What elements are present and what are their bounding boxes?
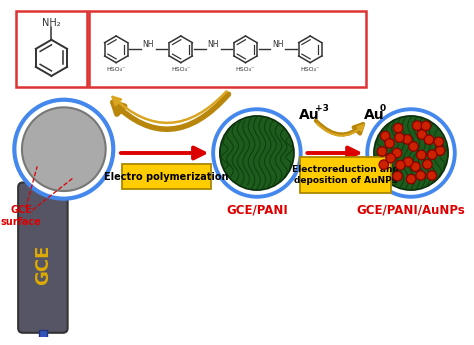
Circle shape bbox=[395, 133, 404, 142]
Text: Au: Au bbox=[364, 108, 384, 122]
Circle shape bbox=[367, 109, 455, 197]
Text: 0: 0 bbox=[380, 104, 386, 113]
Circle shape bbox=[385, 139, 394, 148]
Text: GCE/PANI/AuNPs: GCE/PANI/AuNPs bbox=[356, 204, 465, 217]
FancyBboxPatch shape bbox=[300, 157, 391, 193]
Circle shape bbox=[14, 100, 113, 199]
Text: HSO₄⁻: HSO₄⁻ bbox=[236, 67, 255, 72]
Text: +3: +3 bbox=[315, 104, 329, 113]
Circle shape bbox=[417, 130, 427, 139]
FancyBboxPatch shape bbox=[89, 11, 366, 87]
Circle shape bbox=[392, 171, 402, 181]
Circle shape bbox=[22, 107, 106, 191]
Text: NH₂: NH₂ bbox=[42, 18, 61, 28]
Circle shape bbox=[392, 148, 401, 158]
Bar bbox=[39, 330, 46, 345]
Circle shape bbox=[379, 160, 389, 169]
Circle shape bbox=[406, 174, 416, 184]
Circle shape bbox=[393, 123, 403, 133]
Circle shape bbox=[213, 109, 301, 197]
Text: NH: NH bbox=[208, 40, 219, 49]
Circle shape bbox=[381, 131, 390, 141]
Circle shape bbox=[416, 171, 426, 180]
Circle shape bbox=[434, 137, 444, 147]
Circle shape bbox=[220, 116, 294, 190]
Text: GCE/PANI: GCE/PANI bbox=[226, 204, 288, 217]
Circle shape bbox=[386, 154, 395, 163]
FancyBboxPatch shape bbox=[16, 11, 87, 87]
Circle shape bbox=[410, 162, 420, 171]
Circle shape bbox=[403, 157, 413, 167]
Circle shape bbox=[409, 142, 418, 151]
Circle shape bbox=[396, 160, 405, 170]
Text: HSO₄⁻: HSO₄⁻ bbox=[301, 67, 320, 72]
Text: Electro polymerization: Electro polymerization bbox=[104, 172, 229, 182]
Text: NH: NH bbox=[143, 40, 154, 49]
Circle shape bbox=[402, 135, 412, 144]
Circle shape bbox=[421, 121, 431, 131]
Circle shape bbox=[424, 135, 434, 145]
Circle shape bbox=[427, 171, 437, 180]
Circle shape bbox=[417, 150, 426, 160]
Circle shape bbox=[377, 147, 387, 156]
Text: NH: NH bbox=[272, 40, 283, 49]
FancyBboxPatch shape bbox=[122, 165, 211, 189]
Circle shape bbox=[435, 146, 445, 155]
Text: Electroreduction and
deposition of AuNPs: Electroreduction and deposition of AuNPs bbox=[292, 165, 399, 185]
FancyBboxPatch shape bbox=[18, 183, 68, 333]
Text: GCE
surface: GCE surface bbox=[0, 205, 41, 227]
Text: GCE: GCE bbox=[34, 245, 52, 285]
Text: Au: Au bbox=[299, 108, 319, 122]
Circle shape bbox=[412, 121, 422, 130]
Text: HSO₄⁻: HSO₄⁻ bbox=[171, 67, 191, 72]
Circle shape bbox=[374, 116, 448, 190]
Circle shape bbox=[423, 160, 432, 169]
Text: HSO₄⁻: HSO₄⁻ bbox=[107, 67, 126, 72]
Circle shape bbox=[428, 150, 437, 159]
